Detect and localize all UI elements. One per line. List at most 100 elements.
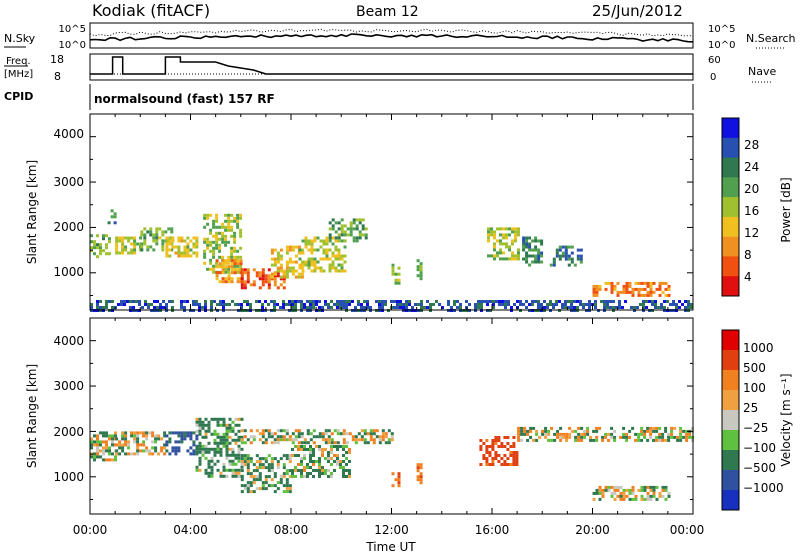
velocity-cell (394, 478, 398, 482)
velocity-cell (264, 466, 268, 470)
velocity-cell (213, 453, 217, 457)
power-cell (298, 263, 302, 267)
velocity-cell (282, 463, 286, 467)
velocity-cell (497, 445, 501, 448)
power-cell (640, 287, 644, 291)
velocity-cell (565, 438, 569, 442)
power-cell (177, 254, 181, 258)
velocity-cell (267, 429, 271, 433)
xtick-label-5: 20:00 (575, 523, 610, 537)
velocity-cell (397, 484, 401, 488)
velocity-cell (523, 429, 527, 433)
power-cell (282, 272, 286, 276)
power-cell (504, 306, 507, 309)
velocity-cell (99, 443, 102, 447)
power-cell (558, 248, 562, 252)
power-cell (198, 303, 201, 306)
velocity-cell (300, 448, 303, 451)
power-cell (291, 260, 295, 264)
velocity-cell (237, 474, 241, 478)
power-cell (334, 266, 338, 270)
velocity-cell (327, 460, 330, 463)
velocity-cell (102, 446, 105, 450)
power-cell (152, 239, 156, 243)
power-cell (224, 270, 228, 274)
velocity-cell (207, 420, 211, 424)
velocity-cell (273, 484, 277, 488)
velocity-cell (96, 443, 99, 447)
velocity-cell (568, 426, 572, 430)
power-cell (180, 303, 183, 306)
power-cell (654, 303, 657, 306)
power-cell (351, 300, 354, 303)
velocity-cell (225, 438, 229, 442)
velocity-cell (646, 438, 650, 442)
velocity-cell (231, 438, 235, 442)
velocity-cell (643, 485, 647, 489)
power-cell (502, 236, 505, 240)
power-cell (236, 249, 240, 253)
power-cell (258, 271, 262, 275)
velocity-cell (550, 438, 554, 442)
power-cell (319, 266, 323, 270)
power-cell (215, 234, 219, 238)
velocity-cell (210, 465, 214, 469)
power-cell (331, 260, 335, 264)
power-cell (346, 227, 350, 231)
velocity-cell (309, 438, 313, 442)
velocity-cell (225, 456, 229, 460)
velocity-cell (345, 463, 348, 466)
power-cell (267, 283, 271, 287)
velocity-cell (670, 426, 674, 430)
power-cell (168, 248, 172, 252)
velocity-cell (136, 434, 140, 438)
power-cell (224, 261, 228, 265)
power-cell (480, 306, 483, 309)
power-cell (209, 249, 213, 253)
velocity-cell (249, 481, 253, 485)
power-cell (227, 240, 231, 244)
velocity-cell (246, 469, 250, 473)
power-cell (528, 245, 532, 249)
velocity-cell (151, 452, 155, 456)
power-cell (171, 306, 174, 309)
velocity-cell (234, 423, 238, 427)
velocity-cell (210, 474, 214, 478)
velocity-cell (249, 460, 253, 464)
power-cell (149, 245, 153, 249)
velocity-cell (303, 448, 306, 451)
power-cell (667, 284, 671, 288)
power-cell (391, 263, 395, 267)
velocity-cell (416, 463, 420, 467)
velocity-cell (559, 438, 563, 442)
velocity-cell (485, 445, 489, 448)
power-cell (564, 254, 568, 258)
power-cell (132, 300, 135, 303)
velocity-cell (520, 426, 524, 430)
power-cell (631, 290, 635, 294)
velocity-cell (234, 438, 238, 442)
power-cell (319, 239, 323, 243)
velocity-cell (640, 438, 644, 442)
power-cell (333, 303, 336, 306)
power-cell (499, 248, 502, 252)
power-colorbar-segment (722, 236, 739, 257)
velocity-cell (306, 475, 309, 478)
power-cell (625, 290, 629, 294)
power-cell (595, 290, 599, 294)
velocity-cell (270, 478, 274, 482)
power-cell (113, 221, 117, 225)
power-cell (598, 284, 602, 288)
velocity-cell (234, 471, 238, 475)
power-cell (90, 234, 93, 238)
power-cell (634, 281, 638, 285)
power-panel: 4000 3000 2000 1000 Slant Range [km] (25, 113, 694, 312)
nave-label: Nave (748, 65, 776, 78)
power-cell (218, 225, 222, 229)
power-cell (397, 281, 401, 285)
power-cell (206, 246, 210, 250)
velocity-cell (201, 447, 205, 451)
velocity-cell (243, 435, 247, 439)
power-cell (279, 283, 283, 287)
velocity-cell (234, 432, 238, 436)
